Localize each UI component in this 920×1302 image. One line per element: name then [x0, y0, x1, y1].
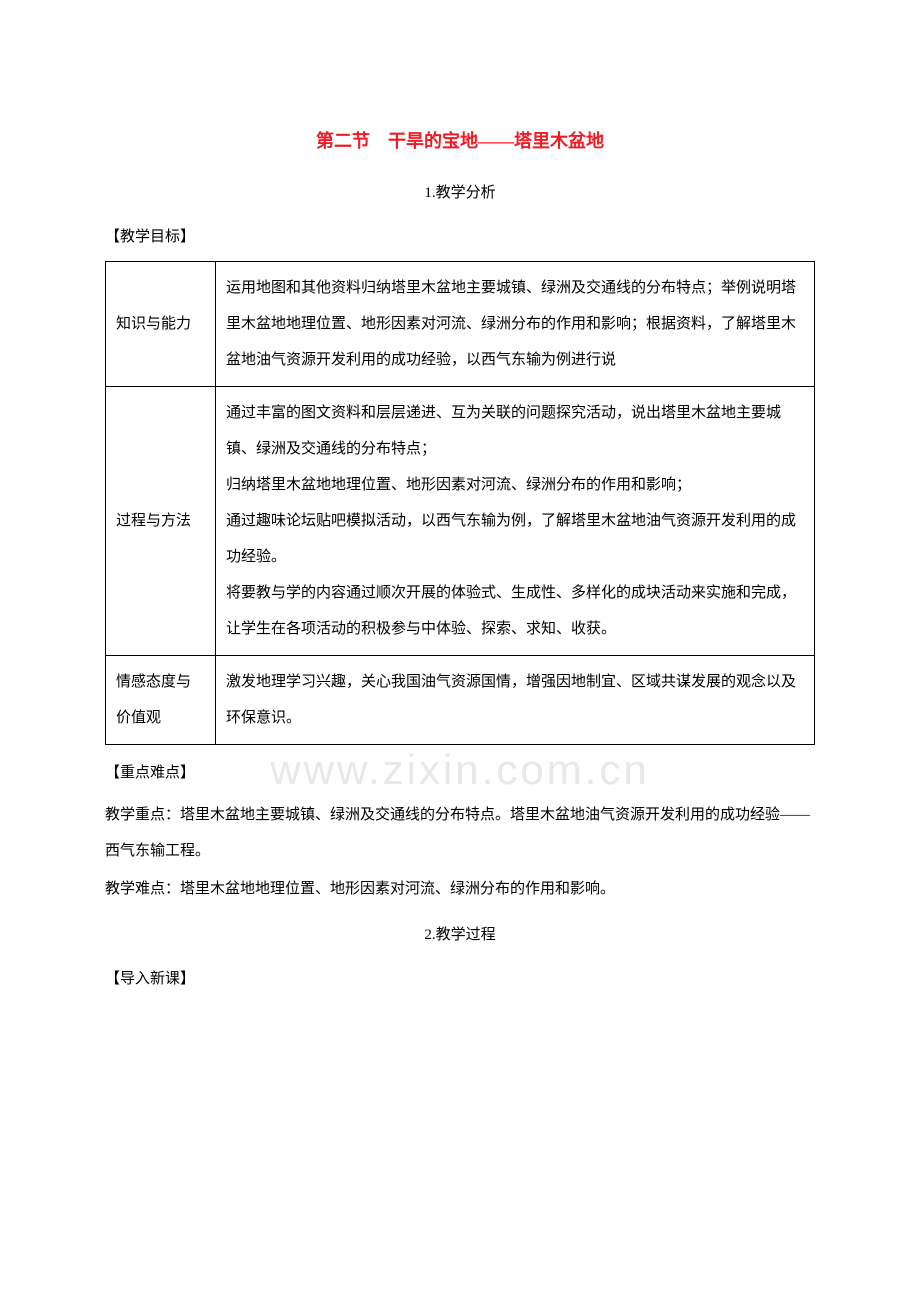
row-label-process: 过程与方法 — [106, 387, 216, 656]
row-content-knowledge: 运用地图和其他资料归纳塔里木盆地主要城镇、绿洲及交通线的分布特点；举例说明塔里木… — [216, 262, 815, 387]
row-label-values: 情感态度与价值观 — [106, 656, 216, 745]
page-container: www.zixin.com.cn 第二节 干旱的宝地——塔里木盆地 1.教学分析… — [105, 120, 815, 997]
section-2-heading: 2.教学过程 — [105, 917, 815, 953]
row-content-process: 通过丰富的图文资料和层层递进、互为关联的问题探究活动，说出塔里木盆地主要城镇、绿… — [216, 387, 815, 656]
table-row: 过程与方法 通过丰富的图文资料和层层递进、互为关联的问题探究活动，说出塔里木盆地… — [106, 387, 815, 656]
page-title: 第二节 干旱的宝地——塔里木盆地 — [105, 120, 815, 163]
table-row: 知识与能力 运用地图和其他资料归纳塔里木盆地主要城镇、绿洲及交通线的分布特点；举… — [106, 262, 815, 387]
section-1-heading: 1.教学分析 — [105, 175, 815, 211]
intro-heading: 【导入新课】 — [105, 961, 815, 997]
difficulty-hard-points: 教学难点：塔里木盆地地理位置、地形因素对河流、绿洲分布的作用和影响。 — [105, 871, 815, 907]
difficulty-key-points: 教学重点：塔里木盆地主要城镇、绿洲及交通线的分布特点。塔里木盆地油气资源开发利用… — [105, 797, 815, 869]
difficulty-heading: 【重点难点】 — [105, 755, 815, 791]
row-content-values: 激发地理学习兴趣，关心我国油气资源国情，增强因地制宜、区域共谋发展的观念以及环保… — [216, 656, 815, 745]
table-row: 情感态度与价值观 激发地理学习兴趣，关心我国油气资源国情，增强因地制宜、区域共谋… — [106, 656, 815, 745]
objectives-table: 知识与能力 运用地图和其他资料归纳塔里木盆地主要城镇、绿洲及交通线的分布特点；举… — [105, 261, 815, 745]
objectives-heading: 【教学目标】 — [105, 219, 815, 255]
row-label-knowledge: 知识与能力 — [106, 262, 216, 387]
